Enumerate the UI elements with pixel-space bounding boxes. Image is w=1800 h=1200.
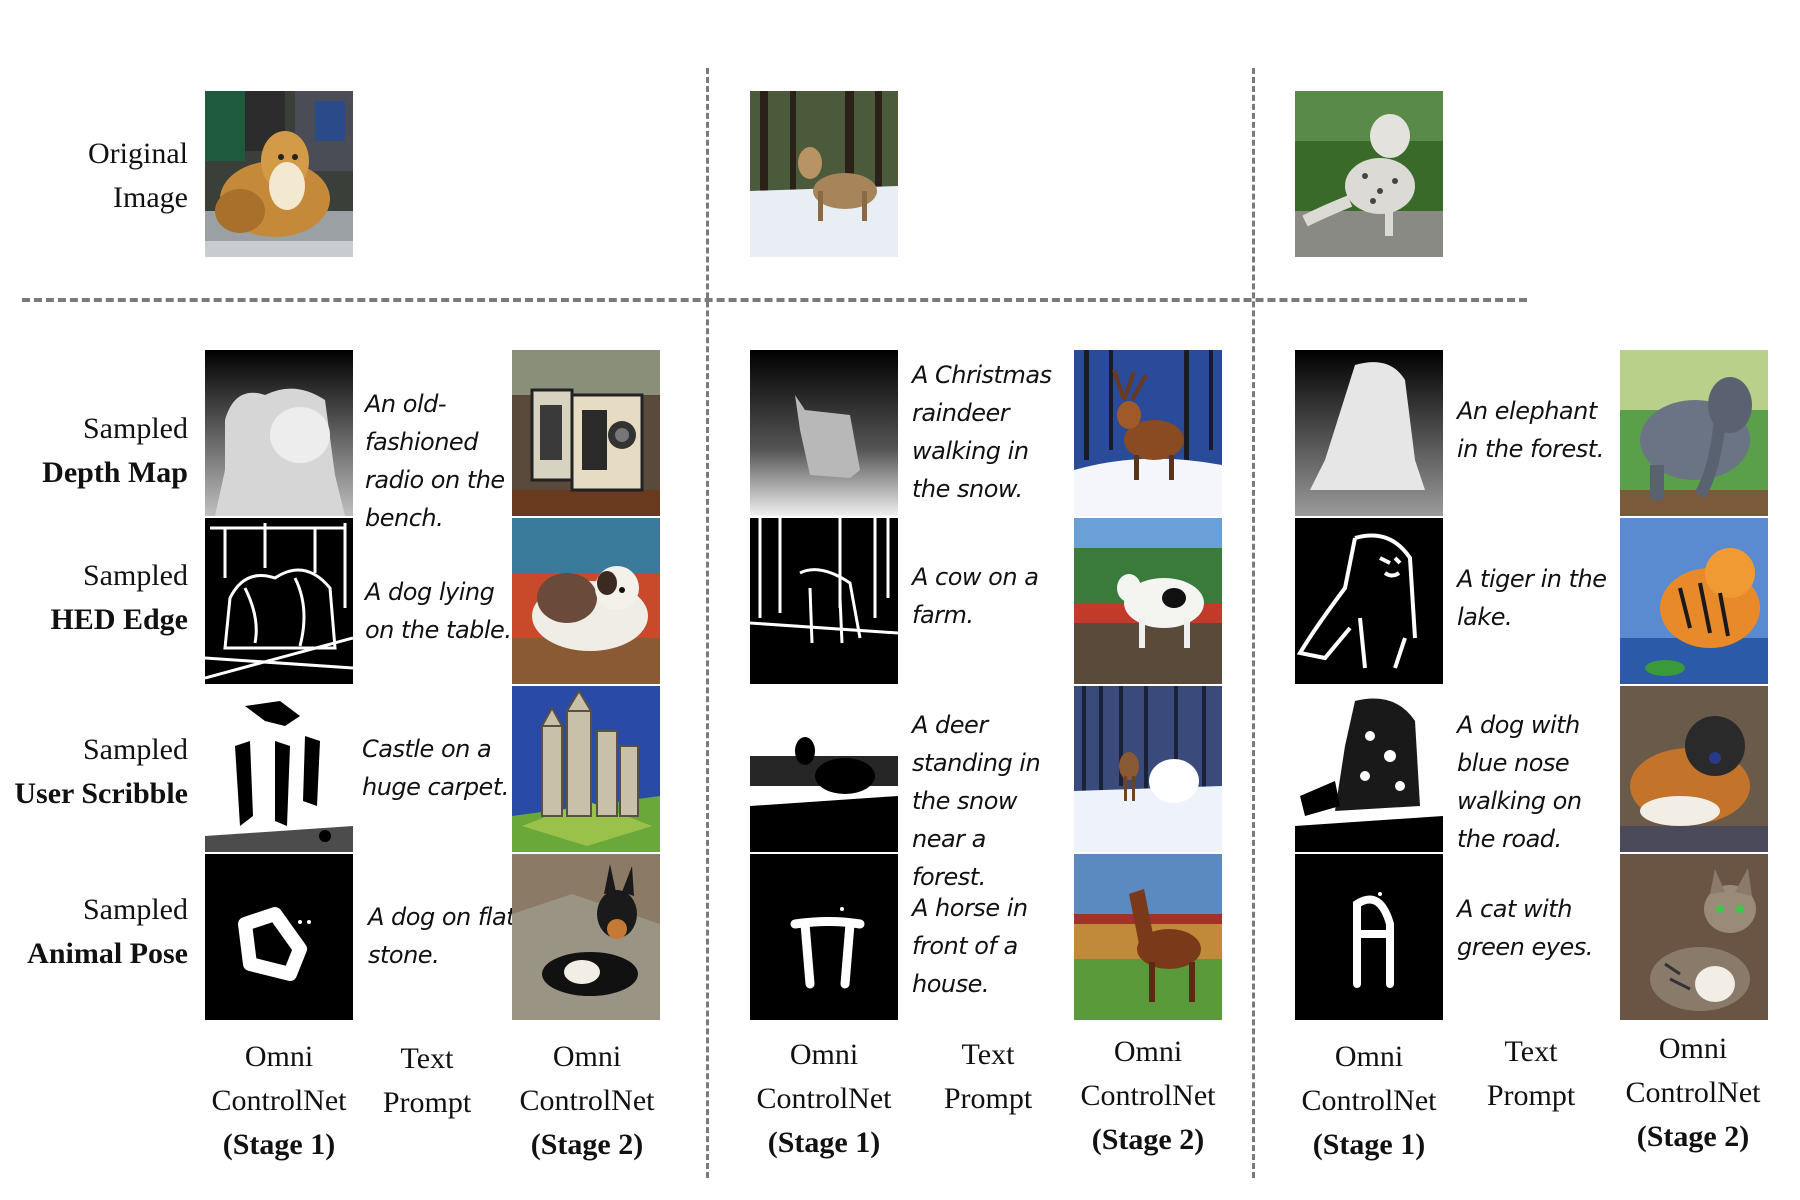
user-scribble-snow-leopard — [1295, 686, 1443, 852]
generated-dog-on-table — [512, 518, 660, 684]
hed-edge-snow-leopard — [1295, 518, 1443, 684]
text-prompt: A deer standing in the snow near a fores… — [912, 711, 1041, 891]
footer-stage1-label: Omni ControlNet (Stage 1) — [1301, 1040, 1437, 1161]
depth-map-snow-leopard — [1295, 350, 1443, 516]
generated-raindeer — [1074, 350, 1222, 516]
text-prompt: A horse in front of a house. — [912, 894, 1028, 998]
generated-tiger — [1620, 518, 1768, 684]
text-prompt: A Christmas raindeer walking in the snow… — [912, 361, 1052, 503]
generated-castle — [512, 686, 660, 852]
generated-cat — [1620, 854, 1768, 1020]
hed-edge-deer — [750, 518, 898, 684]
generated-deer-forest — [1074, 686, 1222, 852]
depth-map-deer — [750, 350, 898, 516]
animal-pose-deer — [750, 854, 898, 1020]
footer-text-prompt-label: Text Prompt — [1486, 1035, 1576, 1112]
row-label-hed-edge: Sampled HED Edge — [50, 559, 188, 636]
original-image-deer — [750, 91, 898, 257]
footer-stage2-label: Omni ControlNet (Stage 2) — [1080, 1035, 1216, 1156]
text-prompt: A cat with green eyes. — [1457, 895, 1593, 961]
column-divider-2 — [1252, 68, 1255, 1178]
row-divider — [22, 298, 1527, 302]
footer-stage1-label: Omni ControlNet (Stage 1) — [756, 1038, 892, 1159]
text-prompt: An old-fashioned radio on the bench. — [365, 390, 505, 532]
user-scribble-deer — [750, 686, 898, 852]
row-label-original: Original Image — [88, 137, 188, 214]
user-scribble-dog — [205, 686, 353, 852]
generated-dog-on-stone — [512, 854, 660, 1020]
hed-edge-dog — [205, 518, 353, 684]
text-prompt: A tiger in the lake. — [1457, 565, 1607, 631]
generated-radio — [512, 350, 660, 516]
original-image-snow-leopard — [1295, 91, 1443, 257]
depth-map-dog — [205, 350, 353, 516]
text-prompt: A dog lying on the table. — [365, 578, 512, 644]
original-image-dog — [205, 91, 353, 257]
column-divider-1 — [706, 68, 709, 1178]
text-prompt: Castle on a huge carpet. — [362, 735, 509, 801]
footer-text-prompt-label: Text Prompt — [382, 1042, 472, 1119]
text-prompt: A cow on a farm. — [912, 563, 1039, 629]
text-prompt: A dog on flat stone. — [368, 903, 516, 969]
row-label-depth-map: Sampled Depth Map — [42, 412, 188, 489]
animal-pose-snow-leopard — [1295, 854, 1443, 1020]
footer-stage2-label: Omni ControlNet (Stage 2) — [519, 1040, 655, 1161]
generated-horse — [1074, 854, 1222, 1020]
animal-pose-dog — [205, 854, 353, 1020]
row-label-user-scribble: Sampled User Scribble — [14, 733, 188, 810]
generated-elephant — [1620, 350, 1768, 516]
generated-dog-blue-nose — [1620, 686, 1768, 852]
generated-cow — [1074, 518, 1222, 684]
footer-stage2-label: Omni ControlNet (Stage 2) — [1625, 1032, 1761, 1153]
footer-text-prompt-label: Text Prompt — [943, 1038, 1033, 1115]
row-label-animal-pose: Sampled Animal Pose — [27, 893, 188, 970]
text-prompt: A dog with blue nose walking on the road… — [1457, 711, 1582, 853]
text-prompt: An elephant in the forest. — [1457, 397, 1604, 463]
footer-stage1-label: Omni ControlNet (Stage 1) — [211, 1040, 347, 1161]
